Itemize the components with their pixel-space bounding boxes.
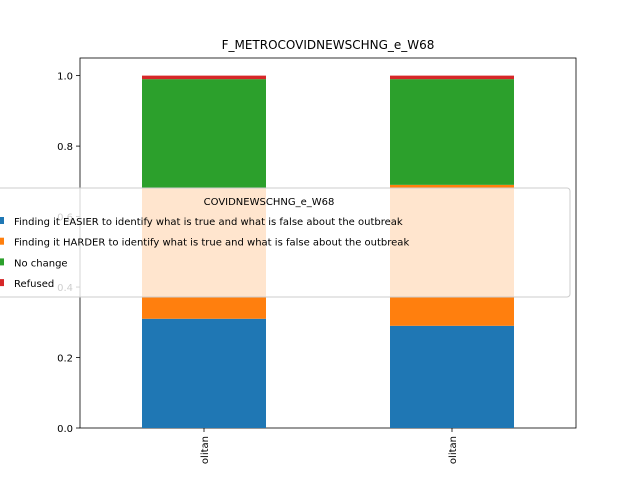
bar-segment [390, 79, 514, 185]
legend-label: Refused [14, 279, 54, 290]
y-tick-label: 0.8 [57, 142, 73, 153]
x-tick-label: olitan [200, 436, 211, 464]
bar-segment [142, 318, 266, 428]
legend-label: Finding it HARDER to identify what is tr… [14, 238, 409, 249]
legend-box [0, 187, 571, 298]
legend-label: Finding it EASIER to identify what is tr… [14, 217, 403, 228]
legend-swatch [0, 258, 4, 266]
x-tick-label: olitan [448, 436, 459, 464]
legend-title: COVIDNEWSCHNG_e_W68 [204, 197, 335, 208]
legend: COVIDNEWSCHNG_e_W68 Finding it EASIER to … [0, 187, 571, 298]
bar-segment [390, 75, 514, 80]
y-tick-label: 0.2 [57, 354, 73, 365]
legend-swatch [0, 217, 4, 224]
legend-swatch [0, 237, 4, 245]
x-axis: olitan olitan [200, 428, 459, 464]
bar-segment [142, 79, 266, 189]
y-tick-label: 1.0 [57, 72, 73, 83]
bar-segment [390, 325, 514, 428]
legend-swatch [0, 279, 4, 287]
bar-segment [142, 75, 266, 80]
chart-title: F_METROCOVIDNEWSCHNG_e_W68 [222, 38, 435, 52]
legend-label: No change [14, 258, 68, 269]
y-tick-label: 0.0 [57, 424, 73, 435]
